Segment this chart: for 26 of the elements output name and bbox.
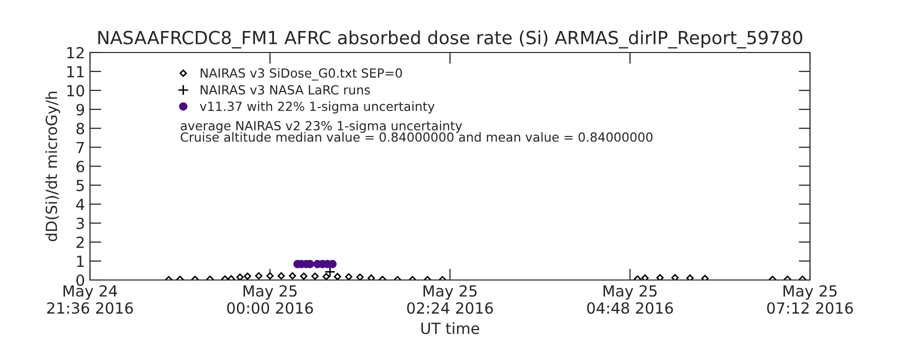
x-tick-label: May 25 00:00 2016 xyxy=(227,285,313,314)
y-tick-label: 2 xyxy=(76,236,84,248)
y-tick-label: 9 xyxy=(76,104,84,116)
y-tick-label: 3 xyxy=(76,218,84,230)
chart-title: NASAAFRCDC8_FM1 AFRC absorbed dose rate (Si) ARMAS_dirIP_Report_59780 xyxy=(98,30,802,48)
y-tick-label: 11 xyxy=(67,66,84,78)
y-tick-label: 1 xyxy=(77,256,84,267)
x-tick-label: May 25 07:12 2016 xyxy=(767,285,853,314)
y-tick-label: 5 xyxy=(76,180,84,192)
y-tick-label: 12 xyxy=(67,46,84,58)
y-tick-label: 7 xyxy=(76,142,84,154)
y-tick-label: 4 xyxy=(76,198,84,210)
y-axis-title: dD(Si)/dt microGy/h xyxy=(45,92,60,242)
x-tick-label: May 25 02:24 2016 xyxy=(407,285,493,314)
y-tick-label: 6 xyxy=(76,160,84,172)
legend-label: v11.37 with 22% 1-sigma uncertainty xyxy=(200,101,435,114)
legend-label: NAIRAS v3 NASA LaRC runs xyxy=(200,85,370,95)
annotation: Cruise altitude median value = 0.84000000 and mean value = 0.84000000 xyxy=(180,132,652,142)
y-tick-label: 10 xyxy=(67,84,84,96)
y-tick-label: 0 xyxy=(76,274,84,286)
y-tick-label: 8 xyxy=(76,122,84,134)
legend-label: NAIRAS v3 SiDose_G0.txt SEP=0 xyxy=(200,68,402,81)
x-tick-label: May 25 04:48 2016 xyxy=(587,285,673,314)
annotation: average NAIRAS v2 23% 1-sigma uncertainty xyxy=(180,120,462,133)
x-tick-label: May 24 21:36 2016 xyxy=(47,285,133,314)
x-axis-title: UT time xyxy=(421,322,480,334)
